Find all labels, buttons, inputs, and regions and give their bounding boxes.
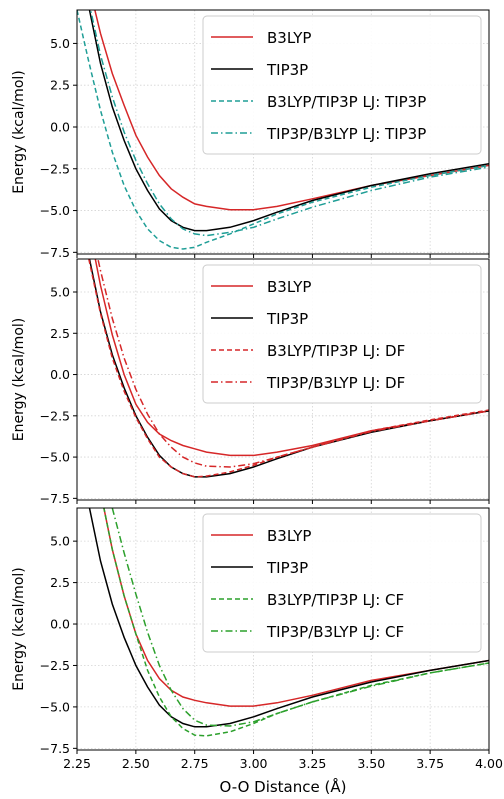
legend: B3LYP TIP3P B3LYP/TIP3P LJ: DF TIP3P/B3LYP … bbox=[202, 264, 482, 404]
y-tick-label: −5.0 bbox=[40, 450, 70, 465]
y-axis-label: Energy (kcal/mol) bbox=[11, 567, 27, 690]
legend: B3LYP TIP3P B3LYP/TIP3P LJ: CF TIP3P/B3LYP … bbox=[202, 513, 482, 653]
y-tick-label: 5.0 bbox=[50, 36, 70, 51]
x-tick-label: 2.25 bbox=[63, 756, 91, 771]
series-line-4 bbox=[89, 10, 489, 237]
y-tick-label: −2.5 bbox=[40, 408, 70, 423]
y-tick-label: 2.5 bbox=[50, 326, 70, 341]
legend-label-3: B3LYP/TIP3P LJ: TIP3P bbox=[267, 93, 426, 111]
legend-label-4: TIP3P/B3LYP LJ: DF bbox=[266, 374, 405, 392]
x-tick-label: 2.50 bbox=[122, 756, 150, 771]
legend-label-2: TIP3P bbox=[266, 559, 308, 577]
legend: B3LYP TIP3P B3LYP/TIP3P LJ: TIP3P TIP3P/B3L… bbox=[202, 15, 482, 155]
y-tick-label: 2.5 bbox=[50, 78, 70, 93]
legend-label-2: TIP3P bbox=[266, 61, 308, 79]
legend-label-3: B3LYP/TIP3P LJ: CF bbox=[267, 591, 404, 609]
y-tick-label: 0.0 bbox=[50, 119, 70, 134]
legend-label-4: TIP3P/B3LYP LJ: TIP3P bbox=[266, 125, 426, 143]
y-axis-label: Energy (kcal/mol) bbox=[11, 318, 27, 441]
legend-label-4: TIP3P/B3LYP LJ: CF bbox=[266, 623, 404, 641]
y-tick-label: 5.0 bbox=[50, 285, 70, 300]
chart-panel-1: −7.5 −5.0 −2.5 0.0 2.5 5.0 Energy (kcal/mol) B3… bbox=[11, 9, 490, 260]
legend-box bbox=[202, 264, 482, 404]
legend-label-2: TIP3P bbox=[266, 310, 308, 328]
y-tick-label: −7.5 bbox=[40, 245, 70, 260]
legend-label-1: B3LYP bbox=[267, 527, 311, 545]
y-tick-label: 2.5 bbox=[50, 575, 70, 590]
y-tick-label: 5.0 bbox=[50, 534, 70, 549]
chart-panel-2: −7.5 −5.0 −2.5 0.0 2.5 5.0 Energy (kcal/mol) B3… bbox=[11, 258, 490, 506]
y-tick-label: −5.0 bbox=[40, 699, 70, 714]
y-tick-label: −7.5 bbox=[40, 741, 70, 756]
series-line-2 bbox=[88, 10, 489, 232]
series-line-1 bbox=[94, 259, 489, 457]
series-line-3 bbox=[77, 10, 489, 250]
y-tick-label: −7.5 bbox=[40, 491, 70, 506]
axes-frame bbox=[76, 258, 490, 501]
x-tick-label: 4.00 bbox=[475, 756, 503, 771]
y-tick-label: −2.5 bbox=[40, 161, 70, 176]
x-axis-label: O-O Distance (Å) bbox=[220, 777, 347, 796]
legend-label-1: B3LYP bbox=[267, 278, 311, 296]
legend-box bbox=[202, 513, 482, 653]
series-line-4 bbox=[111, 508, 489, 727]
x-tick-label: 3.00 bbox=[240, 756, 268, 771]
chart-panel-3: −7.5 −5.0 −2.5 0.0 2.5 5.0 Energy (kcal/mol) B3… bbox=[11, 507, 503, 796]
axes-frame bbox=[76, 9, 490, 255]
legend-label-1: B3LYP bbox=[267, 29, 311, 47]
y-tick-label: 0.0 bbox=[50, 367, 70, 382]
y-tick-label: −5.0 bbox=[40, 203, 70, 218]
x-tick-label: 2.75 bbox=[181, 756, 209, 771]
legend-box bbox=[202, 15, 482, 155]
x-tick-label: 3.25 bbox=[299, 756, 327, 771]
legend-label-3: B3LYP/TIP3P LJ: DF bbox=[267, 342, 405, 360]
x-tick-label: 3.75 bbox=[416, 756, 444, 771]
series-line-1 bbox=[103, 508, 489, 707]
series-line-2 bbox=[88, 508, 489, 728]
series-line-1 bbox=[94, 10, 489, 211]
y-axis-label: Energy (kcal/mol) bbox=[11, 70, 27, 193]
axes-frame bbox=[76, 507, 490, 751]
x-tick-label: 3.50 bbox=[357, 756, 385, 771]
y-tick-label: 0.0 bbox=[50, 617, 70, 632]
y-tick-label: −2.5 bbox=[40, 658, 70, 673]
series-line-3 bbox=[88, 259, 489, 478]
